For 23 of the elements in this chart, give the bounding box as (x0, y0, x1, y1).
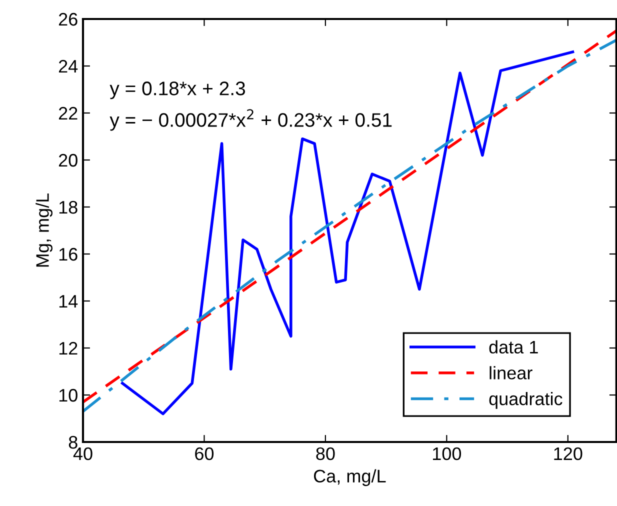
y-tick-label: 12 (59, 342, 78, 355)
y-tick-label: 18 (59, 200, 78, 214)
y-tick-label: 14 (59, 295, 78, 308)
x-tick-label: 60 (195, 447, 214, 460)
x-tick-label: 100 (432, 447, 462, 460)
y-tick-label: 22 (58, 106, 78, 120)
x-tick-label: 40 (73, 447, 92, 460)
x-tick-label: 80 (316, 447, 335, 460)
annotation: y = 0.18*x + 2.3 (110, 82, 246, 100)
y-tick-label: 16 (59, 248, 78, 261)
legend-label: linear (490, 366, 532, 380)
y-tick-label: 20 (58, 154, 78, 167)
y-tick-label: 26 (58, 12, 78, 26)
line-series (121, 50, 574, 416)
y-tick-label: 10 (59, 388, 78, 402)
legend-label: data 1 (489, 340, 538, 354)
x-tick-label: 120 (554, 447, 582, 460)
legend-label: quadratic (489, 392, 562, 409)
annotation: y = − 0.00027*x$^{2}$ + 0.23*x + 0.51 (110, 109, 392, 131)
x-axis-title: Ca, mg/L (314, 469, 386, 486)
y-axis-title: Mg, mg/L (36, 193, 52, 267)
y-tick-label: 8 (68, 436, 78, 449)
y-tick-label: 24 (58, 60, 78, 73)
